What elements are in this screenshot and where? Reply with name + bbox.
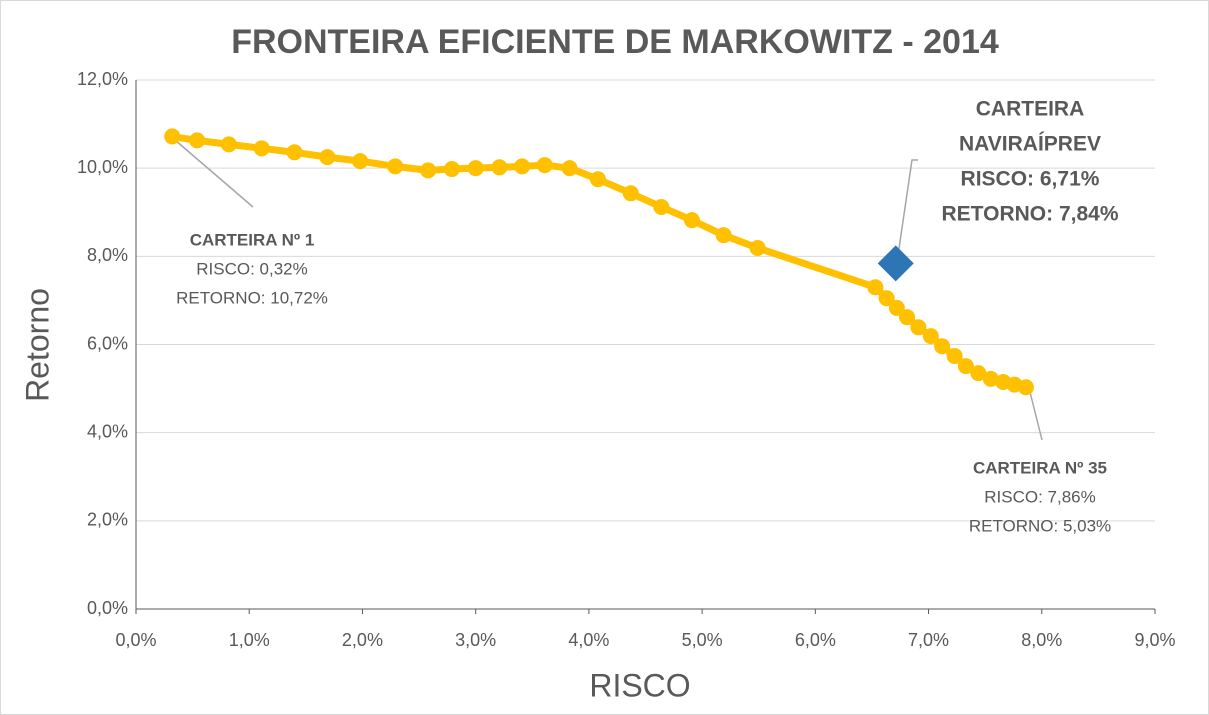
portfolio-point bbox=[877, 245, 914, 282]
y-axis-label: Retorno bbox=[19, 288, 55, 402]
annotation: CARTEIRA Nº 35 bbox=[973, 458, 1107, 477]
leader-line bbox=[896, 159, 918, 263]
x-tick-label: 2,0% bbox=[342, 630, 383, 650]
annotation: CARTEIRA Nº 1 bbox=[190, 230, 315, 249]
frontier-point bbox=[749, 239, 766, 256]
x-tick-label: 6,0% bbox=[795, 630, 836, 650]
annotation: CARTEIRA bbox=[976, 98, 1085, 121]
annotation: RISCO: 7,86% bbox=[984, 487, 1096, 506]
frontier-point bbox=[867, 279, 884, 296]
frontier-point bbox=[910, 319, 927, 336]
frontier-point bbox=[622, 185, 639, 202]
frontier-point bbox=[286, 144, 303, 161]
frontier-point bbox=[561, 160, 578, 177]
frontier-point bbox=[420, 162, 437, 179]
x-tick-label: 9,0% bbox=[1134, 630, 1175, 650]
frontier-point bbox=[957, 358, 974, 375]
x-tick-label: 0,0% bbox=[115, 630, 156, 650]
frontier-point bbox=[934, 338, 951, 355]
frontier-point bbox=[536, 157, 553, 174]
frontier-point bbox=[387, 158, 404, 175]
x-axis-label: RISCO bbox=[589, 667, 690, 703]
frontier-point bbox=[683, 212, 700, 229]
frontier-point bbox=[899, 309, 916, 326]
y-tick-label: 0,0% bbox=[87, 598, 128, 618]
leader-line bbox=[1029, 391, 1043, 441]
x-tick-label: 4,0% bbox=[568, 630, 609, 650]
frontier-point bbox=[982, 370, 999, 387]
frontier-point bbox=[352, 153, 369, 170]
frontier-point bbox=[491, 159, 508, 176]
y-tick-label: 10,0% bbox=[77, 157, 128, 177]
frontier-point bbox=[878, 290, 895, 307]
frontier-point bbox=[467, 160, 484, 177]
x-tick-label: 1,0% bbox=[229, 630, 270, 650]
frontier-point bbox=[1017, 379, 1034, 396]
frontier-point bbox=[443, 161, 460, 178]
y-tick-label: 4,0% bbox=[87, 421, 128, 441]
frontier-point bbox=[220, 136, 237, 153]
y-tick-label: 2,0% bbox=[87, 510, 128, 530]
x-tick-label: 3,0% bbox=[455, 630, 496, 650]
frontier-point bbox=[189, 132, 206, 149]
annotation: RISCO: 0,32% bbox=[196, 259, 308, 278]
annotation: RETORNO: 10,72% bbox=[176, 288, 328, 307]
y-tick-label: 8,0% bbox=[87, 245, 128, 265]
frontier-point bbox=[319, 149, 336, 166]
frontier-point bbox=[164, 128, 181, 145]
annotation: RISCO: 6,71% bbox=[961, 168, 1100, 191]
y-tick-label: 6,0% bbox=[87, 333, 128, 353]
leader-line bbox=[174, 139, 254, 208]
frontier-point bbox=[653, 198, 670, 215]
chart-title: FRONTEIRA EFICIENTE DE MARKOWITZ - 2014 bbox=[231, 23, 999, 61]
frontier-point bbox=[514, 158, 531, 175]
frontier-point bbox=[946, 347, 963, 364]
y-tick-label: 12,0% bbox=[77, 69, 128, 89]
frontier-point bbox=[715, 227, 732, 244]
x-tick-label: 7,0% bbox=[908, 630, 949, 650]
frontier-point bbox=[970, 365, 987, 382]
frontier-point bbox=[589, 171, 606, 188]
annotation: RETORNO: 7,84% bbox=[942, 203, 1119, 226]
x-tick-label: 5,0% bbox=[682, 630, 723, 650]
frontier-point bbox=[253, 140, 270, 157]
frontier-point bbox=[922, 328, 939, 345]
annotation: NAVIRAÍPREV bbox=[959, 133, 1101, 156]
frontier-point bbox=[888, 299, 905, 316]
x-tick-label: 8,0% bbox=[1021, 630, 1062, 650]
annotation: RETORNO: 5,03% bbox=[969, 516, 1111, 535]
